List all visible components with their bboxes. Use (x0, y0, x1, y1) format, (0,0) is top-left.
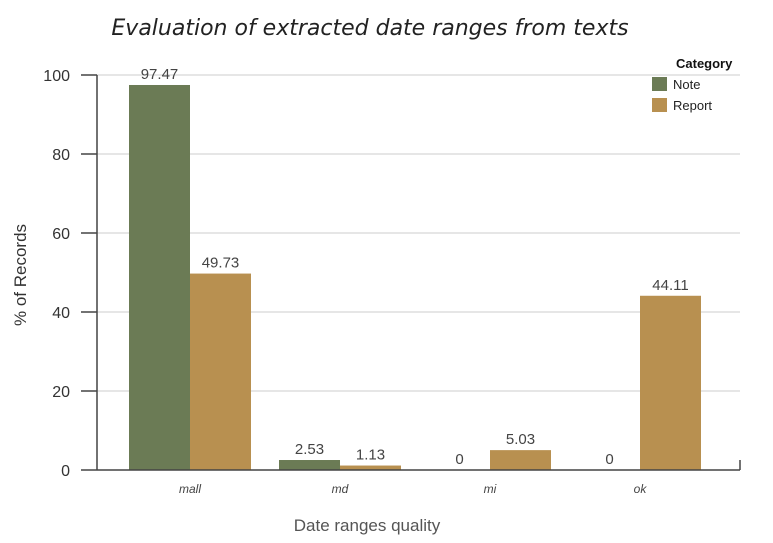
legend: Category Note Report (652, 56, 733, 113)
x-category-label: mi (484, 482, 497, 496)
y-tick-label: 80 (52, 147, 70, 164)
data-label-report-mi: 5.03 (506, 431, 535, 448)
x-category-label: md (332, 482, 349, 496)
data-label-report-ok: 44.11 (652, 277, 688, 294)
data-label-note-md: 2.53 (295, 441, 324, 458)
bars (129, 84, 701, 470)
data-label-note-ok: 0 (605, 451, 613, 468)
y-tick-label: 0 (61, 463, 70, 480)
x-category-label: mall (179, 482, 201, 496)
legend-swatch-report (652, 98, 667, 112)
legend-label-note: Note (673, 77, 700, 92)
bar-report-md (340, 465, 401, 470)
chart-title: Evaluation of extracted date ranges from… (111, 16, 628, 41)
axes: 0 20 40 60 80 100 mall md mi ok (43, 68, 741, 496)
legend-title: Category (676, 56, 733, 71)
data-label-report-md: 1.13 (356, 447, 385, 464)
legend-swatch-note (652, 77, 667, 91)
y-axis-label: % of Records (11, 224, 30, 326)
data-label-note-mall: 97.47 (141, 66, 179, 83)
data-labels: 97.47 49.73 2.53 1.13 0 5.03 0 44.11 (141, 66, 689, 468)
y-tick-label: 60 (52, 226, 70, 243)
bar-note-md (279, 460, 340, 470)
x-axis-label: Date ranges quality (294, 516, 441, 535)
legend-label-report: Report (673, 98, 712, 113)
bar-report-ok (640, 295, 701, 470)
bar-report-mall (190, 273, 251, 470)
y-tick-label: 20 (52, 384, 70, 401)
x-category-label: ok (634, 482, 648, 496)
data-label-report-mall: 49.73 (202, 255, 240, 272)
y-tick-label: 100 (43, 68, 70, 85)
y-tick-label: 40 (52, 305, 70, 322)
bar-note-mall (129, 84, 190, 470)
bar-report-mi (490, 450, 551, 470)
data-label-note-mi: 0 (455, 451, 463, 468)
